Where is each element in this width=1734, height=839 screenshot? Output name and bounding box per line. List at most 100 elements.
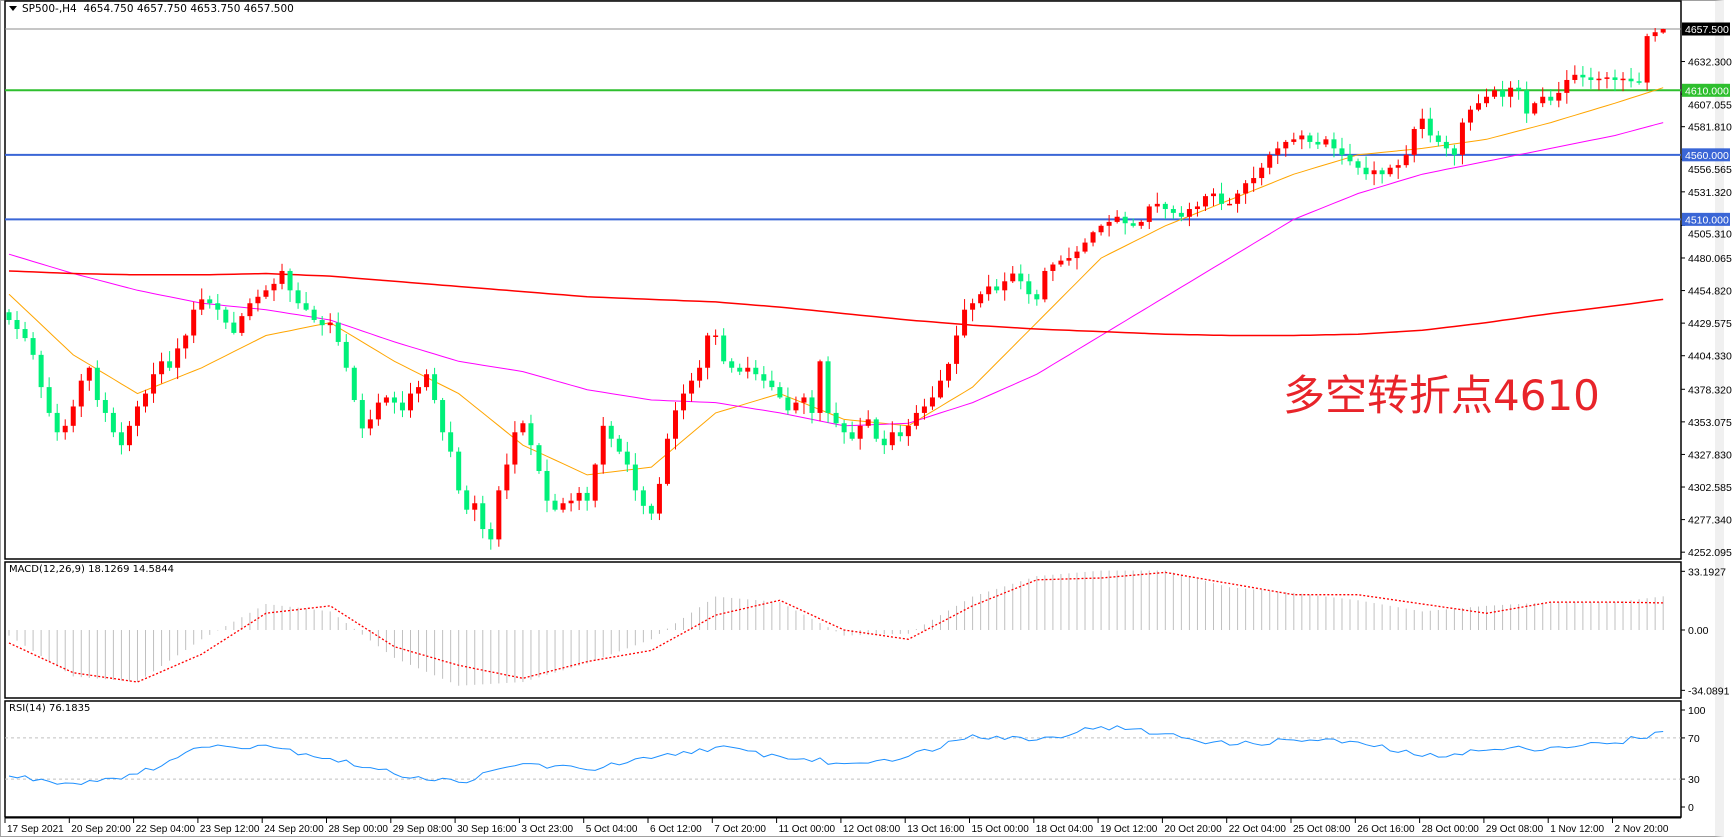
dropdown-triangle-icon[interactable] [9,6,17,11]
candle-body [528,423,534,446]
candle-body [1138,221,1144,226]
candle-body [448,432,454,452]
candle [448,421,454,458]
candle [263,285,269,299]
candle [640,486,646,515]
candle-body [1451,148,1457,155]
candle [937,369,943,399]
candle [464,485,470,515]
candle [905,418,911,446]
candle [1660,28,1666,34]
candle-body [1588,77,1594,80]
candle [1002,272,1008,301]
candle-body [207,299,213,304]
candle [1010,266,1016,284]
candle [608,421,614,448]
candle [94,360,100,407]
price-axis-label: 4581.810 [1688,122,1732,134]
candle-body [1387,167,1393,175]
candle-body [697,367,703,381]
candle [1475,94,1481,112]
candle [1411,126,1417,163]
price-axis-label: 4632.300 [1688,57,1732,69]
candle [697,360,703,388]
candle-body [30,338,36,355]
candle [857,417,863,450]
candle [143,389,149,413]
candle-body [544,470,550,501]
candle [1146,204,1152,230]
time-axis-label: 22 Sep 04:00 [136,824,196,835]
candle-body [1114,216,1120,222]
candle [126,421,132,452]
candle [1532,101,1538,116]
time-axis-label: 5 Oct 04:00 [586,824,638,835]
candle-body [1146,206,1152,222]
candle-body [263,290,269,297]
candle [1154,192,1160,213]
candle-body [905,425,911,437]
candle-body [1034,294,1040,300]
candle-body [1459,122,1465,155]
candle [1564,70,1570,104]
rsi-panel-border [4,700,1682,818]
candle [46,377,52,417]
candle-body [118,432,124,446]
candle-body [1050,264,1056,271]
candle-body [1042,270,1048,300]
candle-body [126,425,132,446]
candle [1130,218,1136,228]
candle-body [480,503,486,530]
candle-body [1443,141,1449,149]
candle [672,401,678,450]
candle [1508,81,1514,108]
candle [1050,262,1056,282]
macd-panel-border [4,561,1682,699]
candle [777,382,783,399]
candle [279,263,285,290]
candle [1138,219,1144,229]
candle-body [1427,118,1433,136]
candle [841,419,847,444]
candle [1443,135,1449,157]
time-axis-label: 7 Oct 20:00 [714,824,766,835]
candle-body [809,397,815,413]
candle [817,359,823,422]
candle-body [1002,281,1008,291]
candle-body [648,505,654,514]
candle-body [978,294,984,304]
candle [383,395,389,406]
candle-body [375,402,381,420]
candle [753,360,759,381]
candle [1178,206,1184,222]
time-axis-label: 29 Oct 08:00 [1486,824,1544,835]
candle-body [102,400,108,413]
annotation-text: 多空转折点4610 [1283,371,1600,420]
candle [849,421,855,441]
candle [1604,72,1610,89]
candle-body [986,286,992,295]
candle [737,363,743,376]
candle-body [713,335,719,337]
candle [721,328,727,365]
candle [544,459,550,513]
candle-body [167,361,173,368]
candle [1355,158,1361,175]
candle [881,430,887,455]
candle [584,486,590,511]
candle-body [1347,154,1353,162]
candle-body [496,490,502,540]
candle-body [1211,193,1216,197]
candle-body [351,367,357,401]
candle-body [247,303,253,317]
price-axis-label: 4480.065 [1688,253,1732,265]
candle-body [1074,251,1080,259]
candle [1484,88,1490,108]
candle-body [1508,87,1514,97]
candle [440,397,446,441]
time-axis-label: 28 Sep 00:00 [329,824,389,835]
candle [1267,151,1273,175]
candle-body [921,406,927,413]
candle [833,402,839,428]
